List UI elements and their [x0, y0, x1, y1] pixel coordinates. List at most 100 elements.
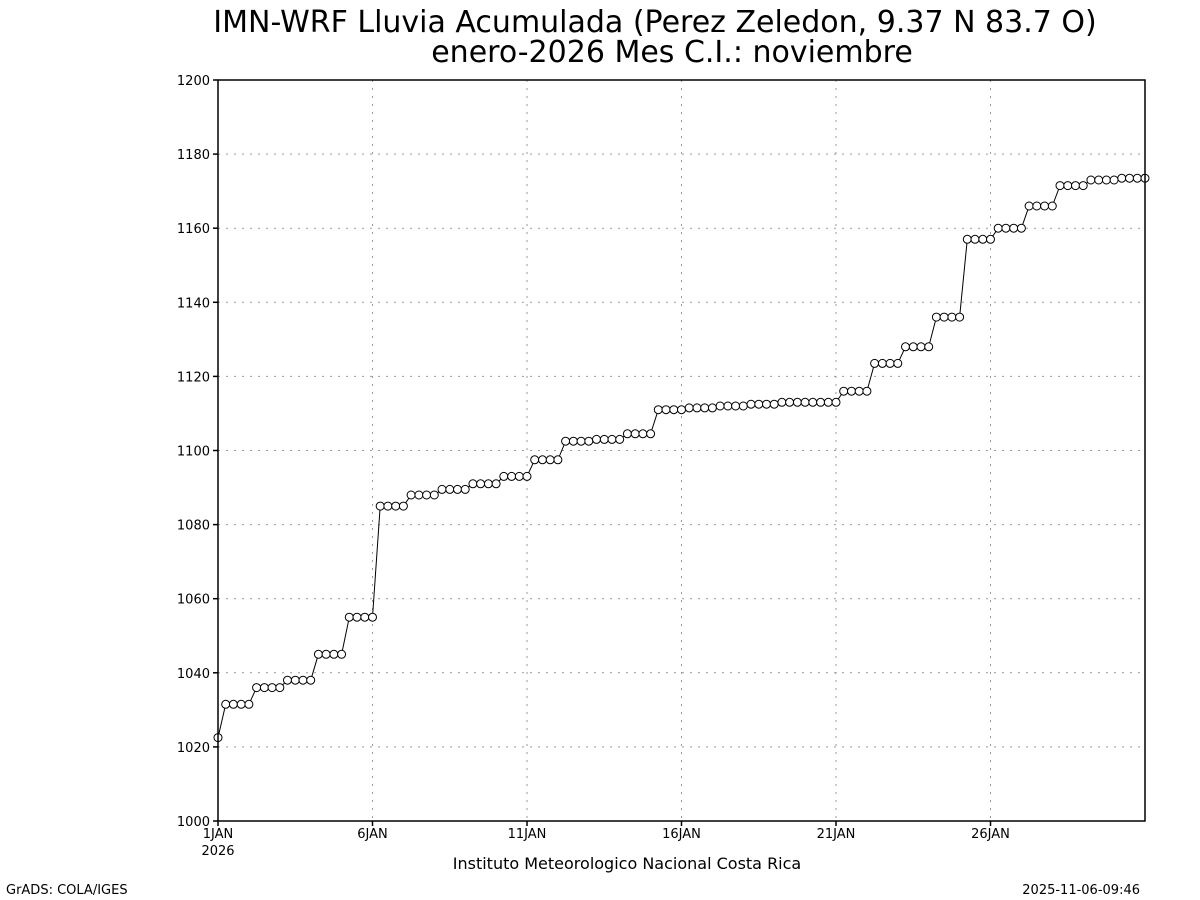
data-point: [1078, 181, 1088, 191]
data-point: [854, 386, 864, 396]
y-tick-label: 1160: [177, 222, 210, 237]
data-point: [476, 479, 486, 489]
data-point: [437, 484, 447, 494]
data-point: [221, 699, 231, 709]
data-point: [522, 471, 532, 481]
data-point: [429, 490, 439, 500]
data-point: [259, 683, 269, 693]
y-tick-label: 1060: [177, 593, 210, 608]
data-point: [653, 405, 663, 415]
data-point: [453, 484, 462, 494]
data-point: [375, 501, 385, 511]
data-point: [723, 401, 733, 411]
data-point: [738, 401, 748, 411]
data-point: [707, 403, 717, 413]
data-point: [592, 434, 601, 444]
y-tick-label: 1200: [177, 74, 210, 89]
x-tick-label: 11JAN: [508, 827, 547, 842]
data-point: [993, 223, 1003, 233]
data-point: [1125, 173, 1134, 183]
data-point: [445, 484, 455, 494]
data-point: [669, 405, 679, 415]
data-point: [839, 386, 849, 396]
data-point: [228, 699, 238, 709]
chart-title: IMN-WRF Lluvia Acumulada (Perez Zeledon,…: [213, 5, 1096, 40]
data-point: [816, 397, 826, 407]
data-point: [1032, 201, 1042, 211]
data-point: [414, 490, 424, 500]
data-point: [1063, 181, 1073, 191]
data-point: [939, 312, 949, 322]
data-point: [962, 234, 972, 244]
x-tick-sublabel: 2026: [201, 844, 234, 859]
data-point: [599, 434, 609, 444]
data-point: [383, 501, 393, 511]
data-point: [1040, 201, 1050, 211]
data-point: [422, 490, 432, 500]
data-point: [677, 405, 686, 415]
data-point: [321, 649, 331, 659]
data-point: [283, 675, 292, 685]
data-point: [955, 312, 965, 322]
data-point: [398, 501, 408, 511]
y-tick-label: 1000: [177, 815, 210, 830]
data-point: [236, 699, 246, 709]
y-tick-label: 1080: [177, 519, 210, 534]
data-point: [290, 675, 300, 685]
data-point: [406, 490, 416, 500]
data-point: [715, 401, 725, 411]
data-point: [252, 683, 262, 693]
data-point: [306, 675, 316, 685]
series-line: [213, 173, 1150, 743]
data-point: [870, 358, 880, 368]
data-point: [1109, 175, 1119, 185]
data-point: [267, 683, 277, 693]
data-point: [1071, 181, 1080, 191]
data-point: [344, 612, 354, 622]
data-point: [1009, 223, 1019, 233]
y-tick-label: 1100: [177, 445, 210, 460]
data-point: [970, 234, 980, 244]
data-point: [568, 436, 578, 446]
data-point: [337, 649, 347, 659]
data-point: [908, 342, 918, 352]
data-point: [584, 436, 594, 446]
data-point: [460, 484, 470, 494]
data-point: [785, 397, 795, 407]
data-point: [298, 675, 308, 685]
data-point: [823, 397, 833, 407]
data-point: [615, 434, 625, 444]
data-point: [638, 429, 648, 439]
y-tick-label: 1140: [177, 296, 210, 311]
plot-frame: [217, 79, 1146, 822]
data-point: [885, 358, 895, 368]
x-tick-label: 1JAN: [203, 827, 234, 842]
data-point: [1055, 181, 1065, 191]
data-point: [1016, 223, 1026, 233]
data-point: [507, 471, 517, 481]
data-point: [352, 612, 362, 622]
data-point: [368, 612, 377, 622]
data-point: [1094, 175, 1104, 185]
data-point: [800, 397, 810, 407]
x-axis-label: Instituto Meteorologico Nacional Costa R…: [453, 854, 801, 873]
y-tick-label: 1120: [177, 370, 210, 385]
data-point: [684, 403, 694, 413]
data-point: [877, 358, 887, 368]
y-tick-label: 1180: [177, 148, 210, 163]
data-point: [607, 434, 617, 444]
data-point: [862, 386, 872, 396]
data-point: [275, 683, 285, 693]
footer-timestamp: 2025-11-06-09:46: [1022, 883, 1140, 898]
data-point: [661, 405, 671, 415]
data-point: [754, 399, 764, 409]
data-point: [831, 397, 841, 407]
x-axis: 1JAN 2026 6JAN 11JAN 16JAN 21JAN 26JAN: [201, 821, 1010, 859]
data-point: [514, 471, 524, 481]
data-point: [746, 399, 756, 409]
data-point: [483, 479, 493, 489]
data-point: [847, 386, 856, 396]
data-point: [769, 399, 779, 409]
data-point: [244, 699, 254, 709]
data-point: [901, 342, 910, 352]
